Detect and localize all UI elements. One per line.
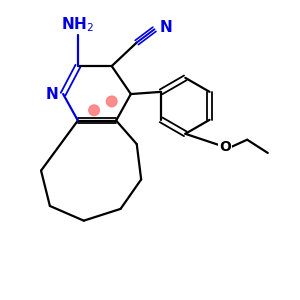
Circle shape bbox=[89, 105, 99, 116]
Text: O: O bbox=[219, 140, 231, 154]
Text: N: N bbox=[160, 20, 172, 35]
Text: NH$_2$: NH$_2$ bbox=[61, 15, 94, 34]
Circle shape bbox=[106, 96, 117, 107]
Text: N: N bbox=[46, 87, 59, 102]
